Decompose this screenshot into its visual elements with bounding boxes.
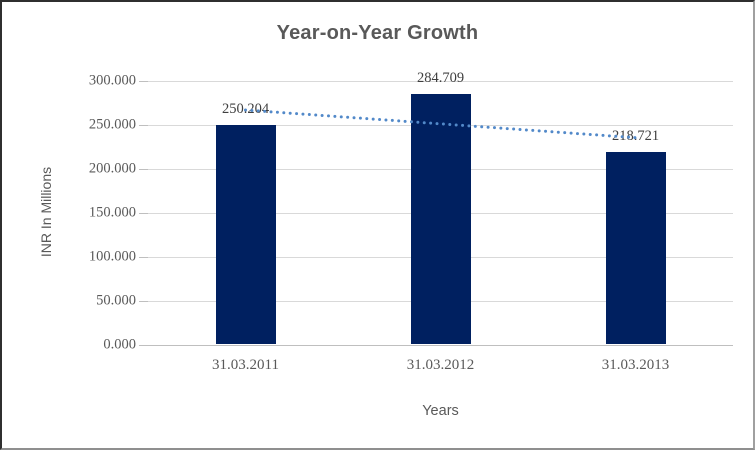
plot-area: 0.000 50.000 100.000 150.000 200.000 250.000 3… (89, 70, 733, 373)
bar-31.03.2011 (215, 124, 276, 345)
trendline-path (244, 108, 637, 140)
y-tick-label: 250.000 (88, 116, 136, 133)
y-axis-title: INR In Millions (38, 166, 54, 258)
x-tick-label: 31.03.2011 (212, 357, 279, 373)
y-tick-label: 300.000 (88, 72, 136, 89)
y-tick-label: 50.000 (96, 292, 136, 309)
y-axis-tick (139, 81, 148, 82)
y-axis-tick (139, 344, 148, 346)
y-axis-tick (139, 168, 148, 170)
gridline (148, 81, 733, 82)
x-tick-label: 31.03.2013 (601, 357, 670, 373)
x-axis-line (148, 344, 733, 346)
y-tick-label: 200.000 (88, 160, 136, 177)
bar-31.03.2013 (605, 152, 666, 345)
y-axis-tick (139, 212, 148, 214)
y-tick-label: 100.000 (88, 248, 136, 265)
x-tick-label: 31.03.2012 (406, 357, 475, 373)
y-tick-label: 0.000 (103, 336, 136, 352)
y-axis-tick (139, 124, 148, 126)
chart-title: Year-on-Year Growth (276, 22, 479, 44)
bar-31.03.2012 (410, 94, 471, 345)
y-axis-tick (139, 300, 148, 302)
y-axis-tick (139, 256, 148, 258)
data-label: 284.709 (416, 70, 465, 87)
y-tick-label: 150.000 (88, 204, 136, 221)
trendline (244, 108, 637, 140)
x-axis-title: Years (422, 403, 459, 419)
